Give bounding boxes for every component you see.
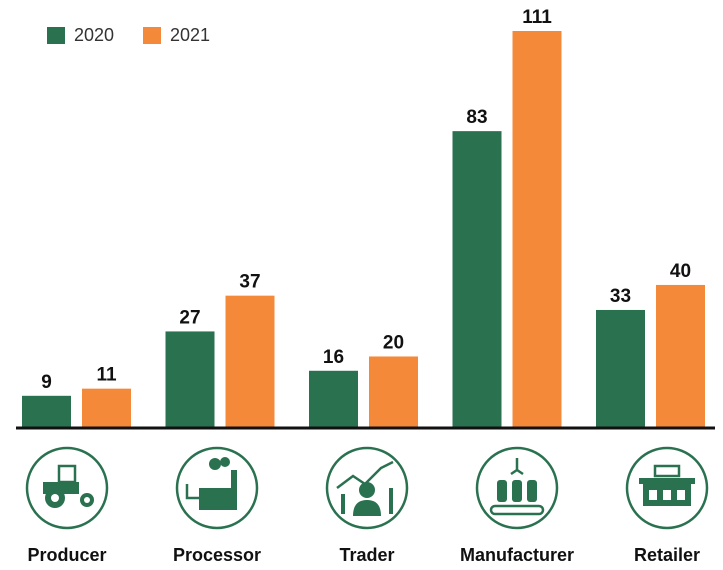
category-label: Processor: [173, 545, 261, 565]
icon-trader: [325, 446, 409, 530]
bar: [369, 356, 418, 428]
category-label: Manufacturer: [460, 545, 574, 565]
icon-manufacturer: [475, 446, 559, 530]
bar: [309, 370, 358, 428]
bar: [656, 284, 705, 428]
legend-swatch: [143, 27, 161, 44]
value-label: 9: [41, 372, 52, 393]
icon-processor: [175, 446, 259, 530]
legend-swatch: [47, 27, 65, 44]
category-label: Retailer: [634, 545, 700, 565]
bar: [22, 395, 71, 428]
icon-producer: [25, 446, 109, 530]
value-label: 37: [239, 272, 260, 293]
bar: [452, 131, 502, 428]
value-label: 11: [96, 365, 117, 386]
bar: [82, 388, 131, 428]
value-label: 40: [670, 261, 691, 282]
icon-retailer: [625, 446, 709, 530]
bar: [596, 309, 645, 428]
value-label: 16: [323, 347, 344, 368]
legend-label: 2020: [74, 25, 114, 45]
legend-label: 2021: [170, 25, 210, 45]
bar: [225, 295, 275, 428]
bar: [165, 331, 215, 428]
category-label: Trader: [339, 545, 394, 565]
bar: [512, 31, 562, 428]
value-label: 20: [383, 332, 404, 353]
value-label: 33: [610, 286, 631, 307]
value-label: 83: [466, 107, 487, 128]
value-label: 111: [522, 7, 552, 28]
category-label: Producer: [27, 545, 106, 565]
value-label: 27: [179, 307, 200, 328]
